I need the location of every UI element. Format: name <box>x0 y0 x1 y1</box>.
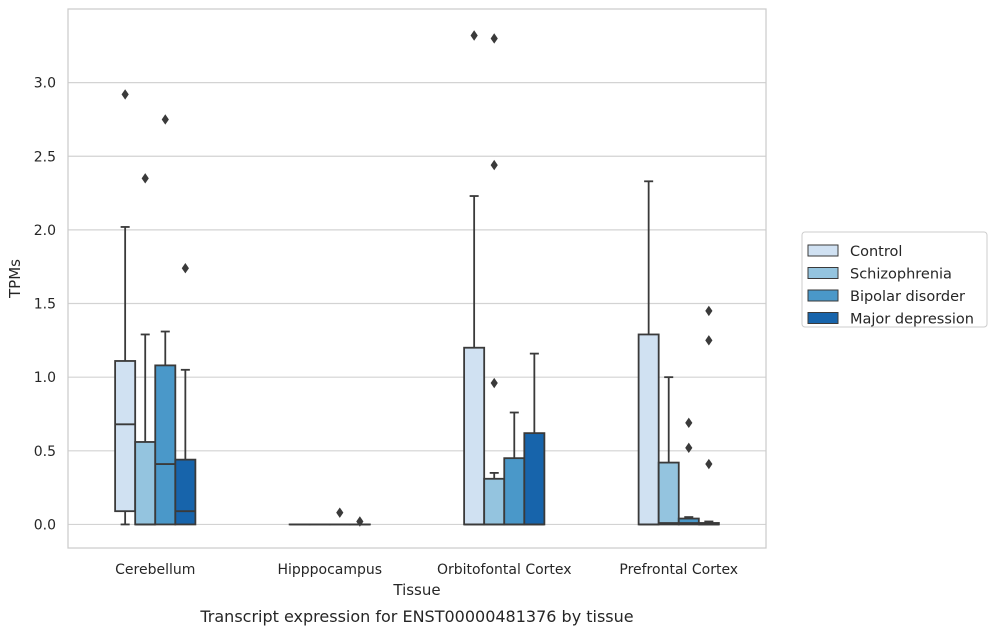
x-axis-title: Tissue <box>392 581 440 599</box>
x-tick-label: Hipppocampus <box>277 562 382 578</box>
y-tick-label: 0.5 <box>34 444 56 460</box>
y-axis-title: TPMs <box>6 259 24 299</box>
outlier-point <box>490 159 498 171</box>
box-2-2 <box>503 411 526 526</box>
legend-label: Control <box>850 244 902 260</box>
box-3-2 <box>523 352 546 526</box>
legend-item: Schizophrenia <box>807 267 952 283</box>
box-body <box>483 477 506 526</box>
grid-lines <box>68 82 766 526</box>
outlier-point <box>705 458 713 470</box>
legend-label: Schizophrenia <box>850 267 952 283</box>
box-body <box>154 364 177 526</box>
legend-swatch <box>807 289 839 302</box>
outlier-point <box>121 89 129 100</box>
box-3-0 <box>174 262 197 526</box>
box-2-1 <box>328 507 351 526</box>
box-3-1 <box>348 516 371 527</box>
outlier-point <box>685 417 693 429</box>
y-tick-label: 2.0 <box>34 223 56 239</box>
outlier-point <box>141 173 149 184</box>
box-3-3 <box>697 305 720 526</box>
box-0-0 <box>114 89 137 526</box>
outlier-point <box>490 33 498 44</box>
box-1-0 <box>134 173 157 526</box>
box-2-3 <box>677 417 700 526</box>
box-body <box>114 360 137 513</box>
box-0-3 <box>637 180 660 526</box>
legend-label: Major depression <box>850 312 974 328</box>
outlier-point <box>161 114 169 125</box>
box-body <box>134 441 157 526</box>
box-body <box>174 458 197 526</box>
x-tick-labels: Cerebellum Hipppocampus Orbitofontal Corte… <box>115 562 738 578</box>
legend-item: Major depression <box>807 312 974 328</box>
outlier-point <box>490 377 498 389</box>
box-body <box>503 457 526 526</box>
y-tick-label: 3.0 <box>34 76 56 92</box>
outlier-point <box>705 305 713 317</box>
box-body <box>463 346 486 526</box>
box-1-3 <box>657 376 680 526</box>
y-tick-label: 2.5 <box>34 149 56 165</box>
box-body <box>637 333 660 526</box>
legend-item: Control <box>807 244 902 260</box>
legend-swatch <box>807 244 839 257</box>
x-tick-label: Orbitofontal Cortex <box>437 562 572 578</box>
x-tick-label: Prefrontal Cortex <box>619 562 738 578</box>
legend-label: Bipolar disorder <box>850 289 965 305</box>
legend-swatch <box>807 267 839 279</box>
legend-frame <box>801 231 988 328</box>
legend-swatch <box>807 312 839 324</box>
outlier-point <box>336 507 344 518</box>
x-tick-label: Cerebellum <box>115 562 195 578</box>
outlier-point <box>705 335 713 346</box>
outlier-point <box>181 262 189 274</box>
box-2-0 <box>154 114 177 526</box>
chart-caption: Transcript expression for ENST0000048137… <box>199 607 633 626</box>
box-body <box>657 461 680 526</box>
box-0-2 <box>463 30 486 526</box>
outlier-point <box>685 442 693 454</box>
outlier-point <box>356 516 364 527</box>
legend-item: Bipolar disorder <box>807 289 965 305</box>
box-body <box>523 432 546 526</box>
y-tick-label: 0.0 <box>34 517 56 533</box>
y-tick-label: 1.0 <box>34 370 56 386</box>
box-1-2 <box>483 33 506 526</box>
box-body <box>677 517 700 526</box>
legend: Control Schizophrenia Bipolar disorder Majo… <box>801 231 988 328</box>
plot-area-frame <box>67 8 767 549</box>
outlier-point <box>470 30 478 41</box>
box-series-layer <box>114 30 720 527</box>
y-tick-labels: 0.0 0.5 1.0 1.5 2.0 2.5 3.0 <box>34 76 56 534</box>
y-tick-label: 1.5 <box>34 297 56 313</box>
